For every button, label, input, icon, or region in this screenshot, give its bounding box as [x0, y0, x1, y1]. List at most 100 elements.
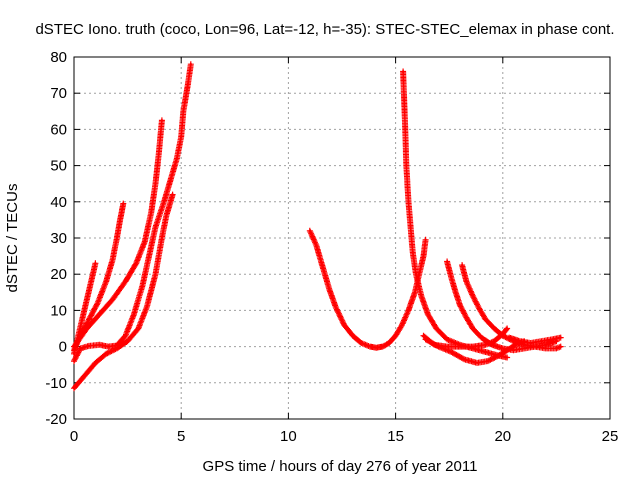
data-point	[445, 338, 449, 341]
series-pass-5	[71, 191, 176, 392]
data-point	[375, 346, 378, 349]
series-pass-7	[400, 68, 511, 361]
series-pass-11	[422, 336, 528, 366]
data-point	[465, 316, 468, 319]
data-point	[124, 334, 127, 337]
data-point	[143, 240, 146, 243]
data-point	[471, 327, 474, 330]
data-point	[505, 327, 509, 330]
data-series	[71, 61, 564, 392]
data-point	[484, 350, 487, 354]
data-point	[401, 70, 405, 73]
data-point	[402, 99, 406, 102]
data-point	[490, 343, 494, 346]
data-point	[424, 238, 427, 242]
data-point	[422, 334, 425, 337]
data-point	[87, 344, 91, 348]
data-point	[334, 305, 337, 308]
data-point	[186, 84, 189, 88]
data-point	[81, 316, 84, 319]
data-point	[126, 339, 129, 343]
data-point	[508, 336, 511, 339]
data-point	[145, 305, 149, 308]
data-point	[154, 225, 157, 229]
data-point	[169, 178, 172, 182]
data-point	[327, 287, 331, 290]
data-point	[157, 153, 160, 156]
data-point	[308, 229, 312, 232]
data-point	[512, 349, 515, 352]
data-point	[180, 135, 183, 138]
data-point	[137, 327, 140, 330]
data-point	[529, 341, 532, 345]
data-point	[351, 334, 354, 337]
data-point	[411, 251, 414, 254]
data-point	[460, 263, 464, 267]
data-point	[171, 193, 174, 196]
data-point	[414, 273, 418, 276]
data-point	[475, 361, 479, 365]
x-tick-label: 5	[177, 428, 185, 445]
data-point	[104, 280, 108, 283]
y-tick-label: 50	[50, 158, 67, 175]
x-tick-label: 25	[602, 428, 619, 445]
y-tick-label: 30	[50, 230, 67, 247]
x-tick-label: 10	[280, 428, 297, 445]
data-point	[96, 301, 99, 305]
y-tick-label: -10	[45, 375, 67, 392]
data-point	[514, 343, 517, 346]
data-point	[426, 312, 429, 316]
data-point	[533, 345, 537, 348]
data-point	[147, 254, 151, 258]
data-point	[404, 128, 407, 131]
data-point	[394, 334, 397, 337]
data-point	[89, 280, 93, 283]
data-point	[544, 347, 547, 350]
data-point	[98, 312, 101, 316]
data-point	[118, 218, 122, 222]
data-point	[94, 262, 97, 265]
data-point	[122, 202, 125, 205]
data-point	[450, 350, 453, 354]
data-point	[104, 352, 108, 356]
data-point	[445, 345, 449, 348]
data-point	[387, 341, 391, 345]
data-point	[454, 291, 457, 294]
y-tick-label: 10	[50, 302, 67, 319]
data-point	[368, 345, 372, 348]
data-point	[160, 236, 164, 240]
y-tick-label: 60	[50, 121, 67, 138]
data-point	[555, 347, 558, 350]
data-point	[422, 254, 425, 258]
data-point	[72, 345, 76, 348]
y-tick-label: 20	[50, 266, 67, 283]
data-point	[72, 349, 76, 352]
data-point	[480, 336, 483, 339]
data-point	[484, 343, 487, 346]
data-point	[94, 361, 97, 365]
data-point	[85, 298, 89, 301]
data-point	[160, 119, 164, 122]
series-pass-4	[71, 61, 194, 365]
data-point	[132, 312, 136, 316]
data-point	[107, 345, 110, 348]
data-point	[486, 359, 489, 363]
data-point	[87, 318, 91, 321]
y-tick-label: -20	[45, 411, 67, 428]
data-point	[518, 339, 522, 343]
data-point	[149, 211, 153, 214]
data-point	[435, 327, 438, 330]
data-point	[79, 347, 82, 350]
x-tick-label: 15	[387, 428, 404, 445]
data-point	[381, 345, 384, 348]
data-point	[523, 347, 526, 350]
data-point	[189, 63, 193, 66]
data-point	[115, 236, 119, 240]
y-tick-label: 40	[50, 194, 67, 211]
data-point	[182, 110, 185, 113]
data-point	[437, 345, 440, 348]
data-point	[154, 273, 157, 276]
data-point	[407, 200, 410, 203]
data-point	[83, 374, 86, 377]
